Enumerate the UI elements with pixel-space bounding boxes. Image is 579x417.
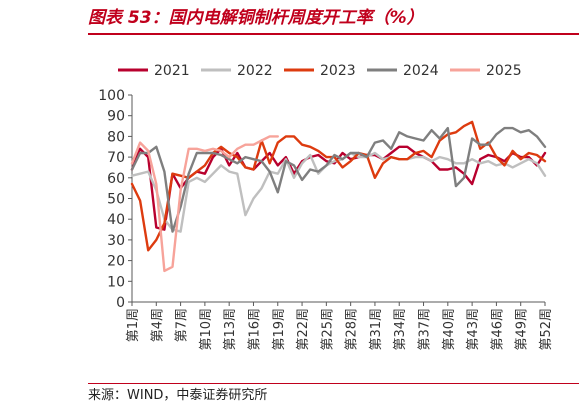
y-tick-label: 20 <box>107 254 125 270</box>
y-tick-label: 90 <box>107 109 125 125</box>
y-tick-label: 60 <box>107 171 125 187</box>
y-tick-label: 0 <box>116 295 125 311</box>
x-tick-label: 第46周 <box>490 308 505 351</box>
x-axis: 第1周 第4周 第7周 第10周 第13周 第16周 第19周 第22周 第25周 第28周 第31… <box>126 301 554 351</box>
x-tick-label: 第49周 <box>515 308 530 351</box>
x-tick-label: 第31周 <box>369 308 384 351</box>
y-axis: 0 10 20 30 40 50 60 70 80 90 100 <box>98 88 133 311</box>
y-tick-label: 30 <box>107 233 125 249</box>
chart-legend: 2021 2022 2023 2024 2025 <box>118 63 522 79</box>
y-tick-label: 40 <box>107 212 125 228</box>
legend-label-2021: 2021 <box>154 63 190 79</box>
y-tick-label: 100 <box>98 88 125 104</box>
source-note: 来源：WIND，中泰证券研究所 <box>88 388 268 403</box>
x-tick-label: 第37周 <box>418 308 433 351</box>
y-tick-label: 50 <box>107 192 125 208</box>
x-tick-label: 第16周 <box>247 308 262 351</box>
x-tick-label: 第28周 <box>345 308 360 351</box>
series-line-2024 <box>130 126 547 233</box>
x-tick-label: 第13周 <box>223 308 238 351</box>
x-tick-label: 第52周 <box>539 308 554 351</box>
x-tick-label: 第1周 <box>126 308 141 342</box>
y-tick-label: 10 <box>107 274 125 290</box>
title-rule <box>88 33 579 35</box>
y-tick-label: 70 <box>107 150 125 166</box>
legend-label-2025: 2025 <box>486 63 522 79</box>
source-rule <box>88 383 579 384</box>
x-tick-label: 第40周 <box>442 308 457 351</box>
legend-label-2023: 2023 <box>320 63 356 79</box>
x-tick-label: 第7周 <box>175 308 190 342</box>
x-tick-label: 第4周 <box>150 308 165 342</box>
x-tick-label: 第22周 <box>296 308 311 351</box>
legend-label-2022: 2022 <box>237 63 273 79</box>
x-tick-label: 第34周 <box>393 308 408 351</box>
x-tick-label: 第19周 <box>272 308 287 351</box>
series-line-2023 <box>130 120 547 252</box>
x-tick-label: 第43周 <box>466 308 481 351</box>
chart-title: 图表 53：国内电解铜制杆周度开工率（%） <box>88 8 424 28</box>
x-tick-label: 第10周 <box>199 308 214 351</box>
x-tick-label: 第25周 <box>320 308 335 351</box>
y-tick-label: 80 <box>107 129 125 145</box>
series-line-2022 <box>130 151 547 233</box>
series-line-2025 <box>130 135 279 273</box>
plot-area <box>130 120 547 273</box>
legend-label-2024: 2024 <box>403 63 439 79</box>
